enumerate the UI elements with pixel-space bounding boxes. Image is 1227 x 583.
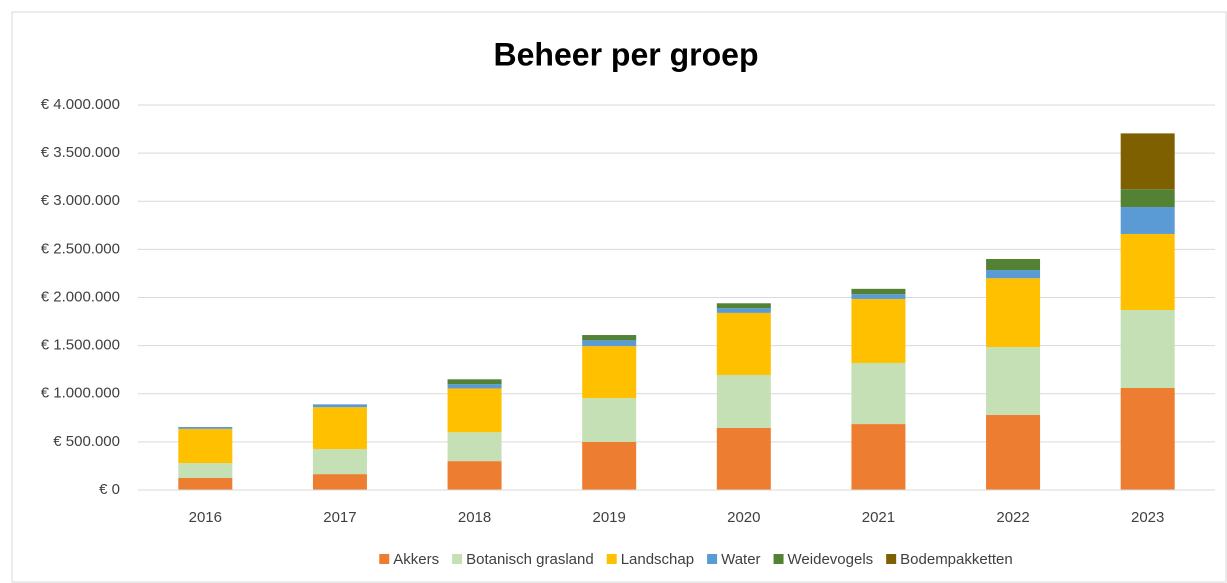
bar-segment bbox=[716, 303, 771, 309]
chart-title: Beheer per groep bbox=[494, 36, 759, 72]
x-tick-label: 2022 bbox=[996, 509, 1029, 526]
legend-label: Water bbox=[721, 551, 760, 568]
bar-segment bbox=[582, 335, 637, 341]
x-tick-label: 2018 bbox=[458, 509, 491, 526]
legend-label: Botanisch grasland bbox=[466, 551, 594, 568]
bar-segment bbox=[986, 270, 1041, 279]
bar-segment bbox=[178, 426, 233, 429]
bar-segment bbox=[1120, 310, 1175, 388]
y-tick-label: € 0 bbox=[99, 481, 120, 498]
legend-label: Akkers bbox=[393, 551, 439, 568]
bar-segment bbox=[447, 384, 502, 389]
y-tick-label: € 1.500.000 bbox=[41, 337, 120, 354]
legend-swatch bbox=[773, 554, 784, 564]
y-tick-label: € 3.500.000 bbox=[41, 144, 120, 161]
x-tick-label: 2016 bbox=[189, 509, 222, 526]
bar-segment bbox=[851, 294, 906, 299]
bar-segment bbox=[447, 461, 502, 490]
legend-label: Weidevogels bbox=[788, 551, 874, 568]
y-tick-label: € 4.000.000 bbox=[41, 96, 120, 113]
y-tick-label: € 2.500.000 bbox=[41, 240, 120, 257]
bar-segment bbox=[986, 347, 1041, 415]
legend-swatch bbox=[886, 554, 897, 564]
bar-segment bbox=[312, 449, 367, 475]
legend-swatch bbox=[452, 554, 463, 564]
bar-segment bbox=[178, 463, 233, 478]
bar-segment bbox=[1120, 207, 1175, 234]
bar-segment bbox=[986, 414, 1041, 490]
bar-segment bbox=[312, 474, 367, 490]
x-tick-label: 2017 bbox=[323, 509, 356, 526]
y-tick-label: € 3.000.000 bbox=[41, 192, 120, 209]
bar-segment bbox=[582, 441, 637, 490]
bar-segment bbox=[851, 362, 906, 425]
bar-segment bbox=[986, 259, 1041, 271]
bar-segment bbox=[851, 424, 906, 490]
bar-segment bbox=[1120, 189, 1175, 208]
bar-segment bbox=[851, 298, 906, 363]
bar-segment bbox=[312, 404, 367, 408]
y-tick-label: € 2.000.000 bbox=[41, 288, 120, 305]
bar-segment bbox=[447, 432, 502, 462]
bar-segment bbox=[716, 308, 771, 313]
y-tick-label: € 500.000 bbox=[53, 433, 120, 450]
bar-segment bbox=[178, 428, 233, 464]
bar-segment bbox=[178, 477, 233, 490]
legend-label: Bodempakketten bbox=[900, 551, 1013, 568]
bar-segment bbox=[582, 346, 637, 399]
x-tick-label: 2021 bbox=[862, 509, 895, 526]
x-tick-label: 2023 bbox=[1131, 509, 1164, 526]
x-tick-label: 2019 bbox=[593, 509, 626, 526]
legend-swatch bbox=[606, 554, 617, 564]
bar-segment bbox=[312, 407, 367, 450]
y-tick-label: € 1.000.000 bbox=[41, 385, 120, 402]
bar-segment bbox=[447, 388, 502, 433]
legend-swatch bbox=[707, 554, 718, 564]
bar-segment bbox=[582, 340, 637, 347]
legend-label: Landschap bbox=[621, 551, 694, 568]
bar-segment bbox=[1120, 233, 1175, 311]
bar-segment bbox=[1120, 387, 1175, 490]
bar-segment bbox=[716, 374, 771, 428]
bar-segment bbox=[716, 427, 771, 490]
bar-segment bbox=[986, 278, 1041, 348]
bar-segment bbox=[447, 379, 502, 385]
bar-segment bbox=[582, 398, 637, 442]
x-tick-label: 2020 bbox=[727, 509, 760, 526]
bar-segment bbox=[716, 312, 771, 375]
bar-segment bbox=[851, 288, 906, 295]
bar-segment bbox=[1120, 133, 1175, 190]
legend-swatch bbox=[379, 554, 390, 564]
